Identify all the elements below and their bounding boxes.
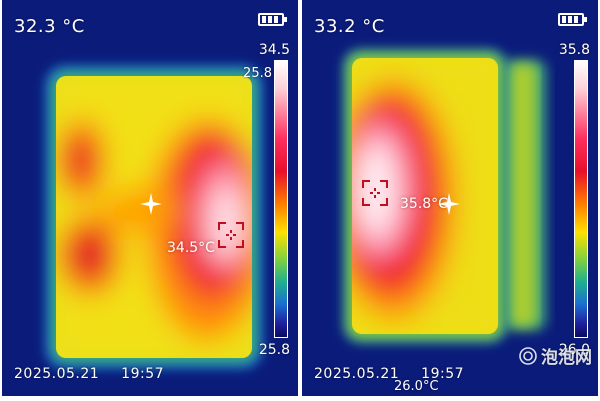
thermal-panel-left: 32.3 °C 34.5 25.8 25.8 34.5°C 2025.05.21…	[2, 0, 298, 396]
watermark: 泡泡网	[519, 343, 592, 368]
thermal-panel-right: 33.2 °C 35.8 26.0 35.8°C 2025.05.21 19:57…	[302, 0, 598, 396]
scale-min-label: 25.8	[258, 342, 290, 358]
time-label: 19:57	[121, 366, 165, 382]
battery-cell	[574, 16, 578, 23]
battery-cell	[268, 16, 272, 23]
scale-max-label: 35.8	[558, 42, 590, 58]
max-temp-readout: 33.2 °C	[314, 16, 385, 37]
watermark-text: 泡泡网	[541, 348, 592, 368]
time-label: 19:57	[421, 366, 465, 382]
date-label: 2025.05.21	[14, 366, 100, 382]
max-temp-readout: 32.3 °C	[14, 16, 85, 37]
bottom-extra-label: 26.0°C	[394, 379, 439, 394]
scale-extra-label: 25.8	[243, 66, 272, 81]
timestamp: 2025.05.21 19:57	[14, 366, 164, 382]
reticle-icon	[218, 222, 244, 248]
spot-temp-label: 35.8°C	[400, 196, 448, 212]
color-scale-bar	[274, 60, 288, 338]
battery-cell	[274, 16, 278, 23]
thermal-image-left	[2, 0, 298, 396]
battery-cell	[568, 16, 572, 23]
date-label: 2025.05.21	[314, 366, 400, 382]
reticle-icon	[362, 180, 388, 206]
battery-cell	[562, 16, 566, 23]
battery-cell	[262, 16, 266, 23]
color-scale-bar	[574, 60, 588, 338]
watermark-logo-icon	[519, 346, 537, 365]
crosshair-icon	[438, 193, 460, 215]
thermal-image-right	[302, 0, 598, 396]
timestamp: 2025.05.21 19:57	[314, 366, 464, 382]
spot-temp-label: 34.5°C	[167, 240, 215, 256]
scale-min-label: 26.0	[558, 342, 590, 358]
crosshair-icon	[140, 193, 162, 215]
battery-icon	[258, 13, 287, 26]
battery-icon	[558, 13, 587, 26]
scale-max-label: 34.5	[258, 42, 290, 58]
